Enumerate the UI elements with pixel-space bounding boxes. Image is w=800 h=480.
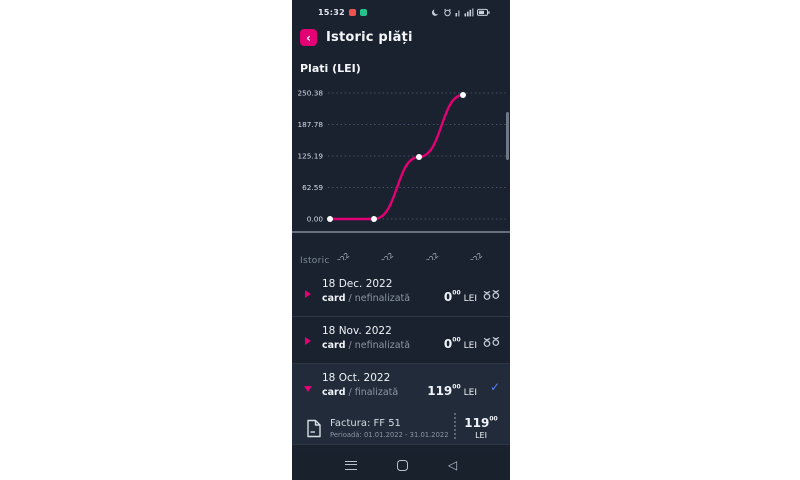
invoice-amount: 11900 LEI — [464, 415, 498, 440]
paid-check-icon: ✓ — [489, 380, 500, 394]
payment-method-status: card / nefinalizată — [322, 293, 411, 304]
svg-text:10/2022: 10/2022 — [411, 251, 440, 260]
chart-title: Plati (LEI) — [300, 62, 361, 75]
svg-text:250.38: 250.38 — [297, 89, 323, 98]
payment-row-nov[interactable]: 18 Nov. 2022 card / nefinalizată 000LEI — [292, 317, 510, 364]
signal-sim1-icon — [455, 10, 460, 16]
payment-row-oct[interactable]: 18 Oct. 2022 card / finalizată 11900LEI ✓ — [292, 364, 510, 408]
svg-text:125.19: 125.19 — [297, 152, 323, 161]
chart-y-axis: 250.38 187.78 125.19 62.59 0.00 — [297, 89, 323, 224]
svg-text:187.78: 187.78 — [297, 120, 323, 129]
android-nav-bar: ◁ — [292, 450, 510, 480]
battery-icon — [477, 8, 490, 16]
back-chevron-icon: ‹ — [306, 30, 311, 45]
chart-line-series — [328, 93, 465, 221]
notification-icon-green — [359, 8, 367, 16]
payment-row-dec[interactable]: 18 Dec. 2022 card / nefinalizată 000LEI — [292, 270, 510, 317]
svg-text:11/2022: 11/2022 — [366, 251, 395, 260]
back-button[interactable]: ‹ — [300, 29, 317, 46]
payments-line-chart: 250.38 187.78 125.19 62.59 0.00 12/2022 … — [292, 89, 510, 260]
payment-date: 18 Nov. 2022 — [322, 325, 392, 337]
dotted-divider — [454, 413, 456, 439]
clock: 15:32 — [318, 7, 345, 17]
payment-date: 18 Oct. 2022 — [322, 372, 391, 384]
chart-x-axis: 12/2022 11/2022 10/2022 09/2022 — [322, 251, 484, 260]
payment-amount: 11900LEI — [427, 383, 477, 398]
payment-date: 18 Sep. 2022 — [322, 449, 500, 450]
collapse-arrow-icon — [304, 386, 312, 392]
notification-icon-red — [348, 8, 356, 16]
payment-row-sep-clipped[interactable]: 18 Sep. 2022 — [292, 445, 510, 450]
phone-screen: 15:32 — [292, 0, 510, 480]
invoice-text: Factura: FF 51 Perioadă: 01.01.2022 - 31… — [330, 418, 449, 439]
expand-arrow-icon — [305, 290, 311, 298]
recent-apps-icon[interactable] — [344, 460, 357, 470]
history-list: 18 Dec. 2022 card / nefinalizată 000LEI — [292, 270, 510, 450]
payment-amount: 000LEI — [443, 336, 477, 351]
nav-back-icon[interactable]: ◁ — [447, 458, 458, 472]
app-header: ‹ Istoric plăți — [300, 29, 413, 46]
payment-amount: 000LEI — [443, 289, 477, 304]
svg-text:09/2022: 09/2022 — [455, 251, 484, 260]
page-title: Istoric plăți — [326, 30, 413, 45]
signal-sim2-icon — [464, 7, 474, 16]
invoice-label: Factura: FF 51 — [330, 417, 401, 429]
home-icon[interactable] — [396, 459, 408, 471]
expand-arrow-icon — [305, 337, 311, 345]
payment-method-status: card / finalizată — [322, 387, 399, 398]
alarm-icon — [444, 8, 451, 16]
retry-payment-icon[interactable] — [482, 286, 501, 305]
status-bar: 15:32 — [292, 4, 510, 20]
scrollbar-thumb[interactable] — [506, 112, 509, 160]
chart-data-points — [327, 92, 466, 222]
svg-text:0.00: 0.00 — [307, 215, 324, 224]
invoice-detail-row[interactable]: Factura: FF 51 Perioadă: 01.01.2022 - 31… — [292, 408, 510, 444]
history-section-title: Istoric — [300, 256, 330, 266]
svg-text:62.59: 62.59 — [302, 183, 323, 192]
document-icon — [307, 419, 321, 437]
invoice-period: Perioadă: 01.01.2022 - 31.01.2022 — [330, 430, 449, 439]
retry-payment-icon[interactable] — [482, 333, 501, 352]
moon-icon — [432, 7, 440, 16]
payment-row-oct-expanded: 18 Oct. 2022 card / finalizată 11900LEI ✓ … — [292, 364, 510, 445]
payment-date: 18 Dec. 2022 — [322, 278, 393, 290]
payment-method-status: card / nefinalizată — [322, 340, 411, 351]
